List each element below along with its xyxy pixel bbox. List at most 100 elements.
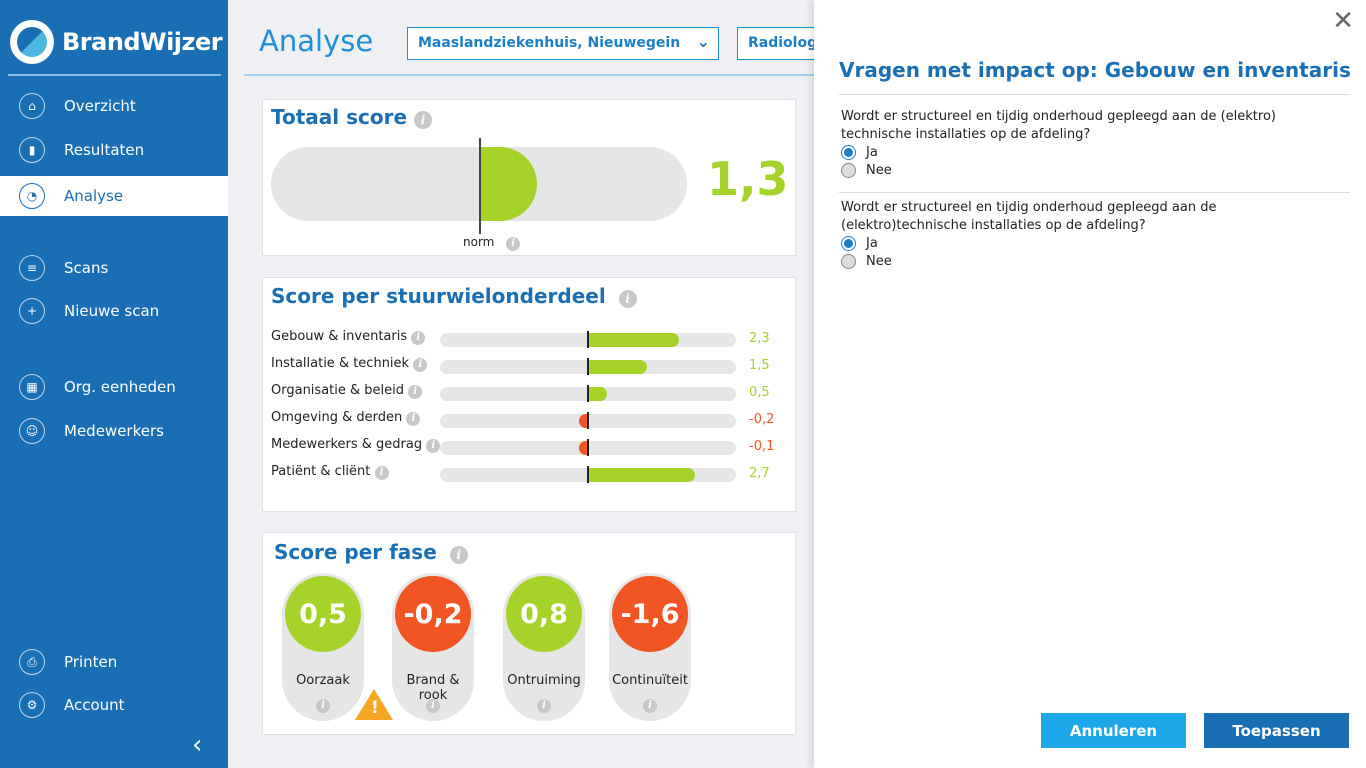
info-icon[interactable]: i (537, 699, 551, 713)
header-divider (244, 74, 824, 76)
fase-label: Continuïteit (612, 673, 688, 688)
sidebar-item-overzicht[interactable]: ⌂ Overzicht (0, 86, 228, 126)
radio-button[interactable] (841, 236, 856, 251)
norm-marker (587, 385, 589, 402)
card-title: Score per fase (274, 540, 437, 564)
segment-row: Omgeving & derden i -0,2 (271, 410, 781, 430)
segment-bar (587, 333, 679, 347)
total-score-value: 1,3 (707, 152, 789, 206)
segment-label: Patiënt & cliënt i (271, 464, 389, 480)
info-icon[interactable]: i (643, 699, 657, 713)
radio-button[interactable] (841, 254, 856, 269)
fase-score-card: Score per fase i 0,5 Oorzaak i -0,2 Brand & … (262, 532, 796, 735)
totaal-score-card: Totaal score i 1,3 norm i (262, 99, 796, 256)
fase-title-wrap: Score per fase i (274, 540, 468, 564)
radio-option-nee[interactable]: Nee (841, 254, 892, 269)
sidebar-item-label: Analyse (64, 187, 124, 205)
org-chart-icon: ▦ (19, 374, 45, 400)
radio-option-ja[interactable]: Ja (841, 236, 878, 251)
radio-button[interactable] (841, 163, 856, 178)
totaal-score-title-wrap: Totaal score i (271, 105, 432, 129)
radio-button[interactable] (841, 145, 856, 160)
segment-bar (579, 441, 587, 455)
chevron-down-icon: ⌄ (696, 32, 710, 51)
info-icon[interactable]: i (374, 466, 389, 480)
info-icon[interactable]: i (316, 699, 330, 713)
app-name: BrandWijzer (62, 28, 223, 56)
printer-icon: ⎙ (19, 649, 45, 675)
norm-marker (587, 358, 589, 375)
cancel-button[interactable]: Annuleren (1041, 713, 1186, 748)
info-icon[interactable]: i (426, 439, 441, 453)
fase-pill[interactable]: 0,8 Ontruiming i (503, 573, 585, 721)
fase-pill[interactable]: -0,2 Brand & rook i (392, 573, 474, 721)
fase-pill[interactable]: -1,6 Continuïteit i (609, 573, 691, 721)
radio-option-nee[interactable]: Nee (841, 163, 892, 178)
fase-label: Ontruiming (507, 673, 581, 688)
fase-pill[interactable]: 0,5 Oorzaak i (282, 573, 364, 721)
sidebar-item-org-eenheden[interactable]: ▦ Org. eenheden (0, 367, 228, 407)
segment-bar (587, 468, 695, 482)
segment-title-wrap: Score per stuurwielonderdeel i (271, 284, 637, 308)
sidebar-item-resultaten[interactable]: ▮ Resultaten (0, 130, 228, 170)
fase-score-circle: -1,6 (612, 576, 688, 652)
sidebar-item-analyse[interactable]: ◔ Analyse (0, 176, 228, 216)
sidebar-item-scans[interactable]: ≡ Scans (0, 248, 228, 288)
bar-chart-icon: ▮ (19, 137, 45, 163)
sidebar-item-printen[interactable]: ⎙ Printen (0, 642, 228, 682)
segment-value: -0,2 (749, 412, 775, 427)
sidebar-item-nieuwe-scan[interactable]: + Nieuwe scan (0, 291, 228, 331)
panel-divider (839, 192, 1350, 193)
analysis-icon: ◔ (19, 183, 45, 209)
close-icon[interactable]: ✕ (1332, 6, 1354, 36)
segment-label-text: Gebouw & inventaris (271, 329, 408, 344)
info-icon[interactable]: i (406, 412, 421, 426)
info-icon[interactable]: i (414, 111, 432, 129)
question-text: Wordt er structureel en tijdig onderhoud… (841, 200, 1217, 233)
list-icon: ≡ (19, 255, 45, 281)
brandwijzer-logo[interactable]: BrandWijzer (10, 20, 223, 64)
location-select[interactable]: Maaslandziekenhuis, Nieuwegein ⌄ (407, 27, 719, 60)
norm-label-wrap: norm i (463, 235, 521, 251)
info-icon[interactable]: i (411, 331, 426, 345)
impact-questions-panel: ✕ Vragen met impact op: Gebouw en invent… (814, 0, 1366, 768)
card-title: Totaal score (271, 105, 408, 129)
logo-icon (10, 20, 54, 64)
apply-button[interactable]: Toepassen (1204, 713, 1349, 748)
location-select-value: Maaslandziekenhuis, Nieuwegein (418, 35, 681, 51)
segment-value: -0,1 (749, 439, 775, 454)
warning-exclamation: ! (371, 698, 379, 718)
panel-title: Vragen met impact op: Gebouw en inventar… (839, 58, 1351, 82)
info-icon[interactable]: i (449, 546, 468, 564)
warning-icon[interactable] (355, 689, 393, 720)
segment-row: Installatie & techniek i 1,5 (271, 356, 781, 376)
sidebar-divider (8, 74, 221, 76)
info-icon[interactable]: i (413, 358, 428, 372)
sidebar-item-label: Org. eenheden (64, 378, 176, 396)
segment-row: Gebouw & inventaris i 2,3 (271, 329, 781, 349)
info-icon[interactable]: i (506, 237, 521, 251)
collapse-sidebar-icon[interactable]: ‹ (192, 730, 203, 760)
department-select[interactable]: Radiologie (737, 27, 827, 60)
sidebar-item-medewerkers[interactable]: ☺ Medewerkers (0, 411, 228, 451)
segment-label: Medewerkers & gedrag i (271, 437, 441, 453)
segment-label: Omgeving & derden i (271, 410, 421, 426)
gear-icon: ⚙ (19, 692, 45, 718)
department-select-value: Radiologie (748, 35, 827, 51)
radio-option-ja[interactable]: Ja (841, 145, 878, 160)
fase-label: Brand & rook (406, 673, 460, 703)
segment-label-text: Omgeving & derden (271, 410, 403, 425)
main-content: Analyse Maaslandziekenhuis, Nieuwegein ⌄… (228, 0, 827, 768)
info-icon[interactable]: i (408, 385, 423, 399)
radio-label: Ja (866, 145, 878, 160)
fase-score-circle: 0,5 (285, 576, 361, 652)
segment-score-card: Score per stuurwielonderdeel i Gebouw & … (262, 277, 796, 512)
sidebar-item-account[interactable]: ⚙ Account (0, 685, 228, 725)
info-icon[interactable]: i (426, 699, 440, 713)
segment-value: 2,3 (749, 331, 770, 346)
segment-value: 2,7 (749, 466, 770, 481)
segment-row: Organisatie & beleid i 0,5 (271, 383, 781, 403)
info-icon[interactable]: i (618, 290, 637, 308)
segment-value: 1,5 (749, 358, 770, 373)
radio-label: Nee (866, 254, 892, 269)
